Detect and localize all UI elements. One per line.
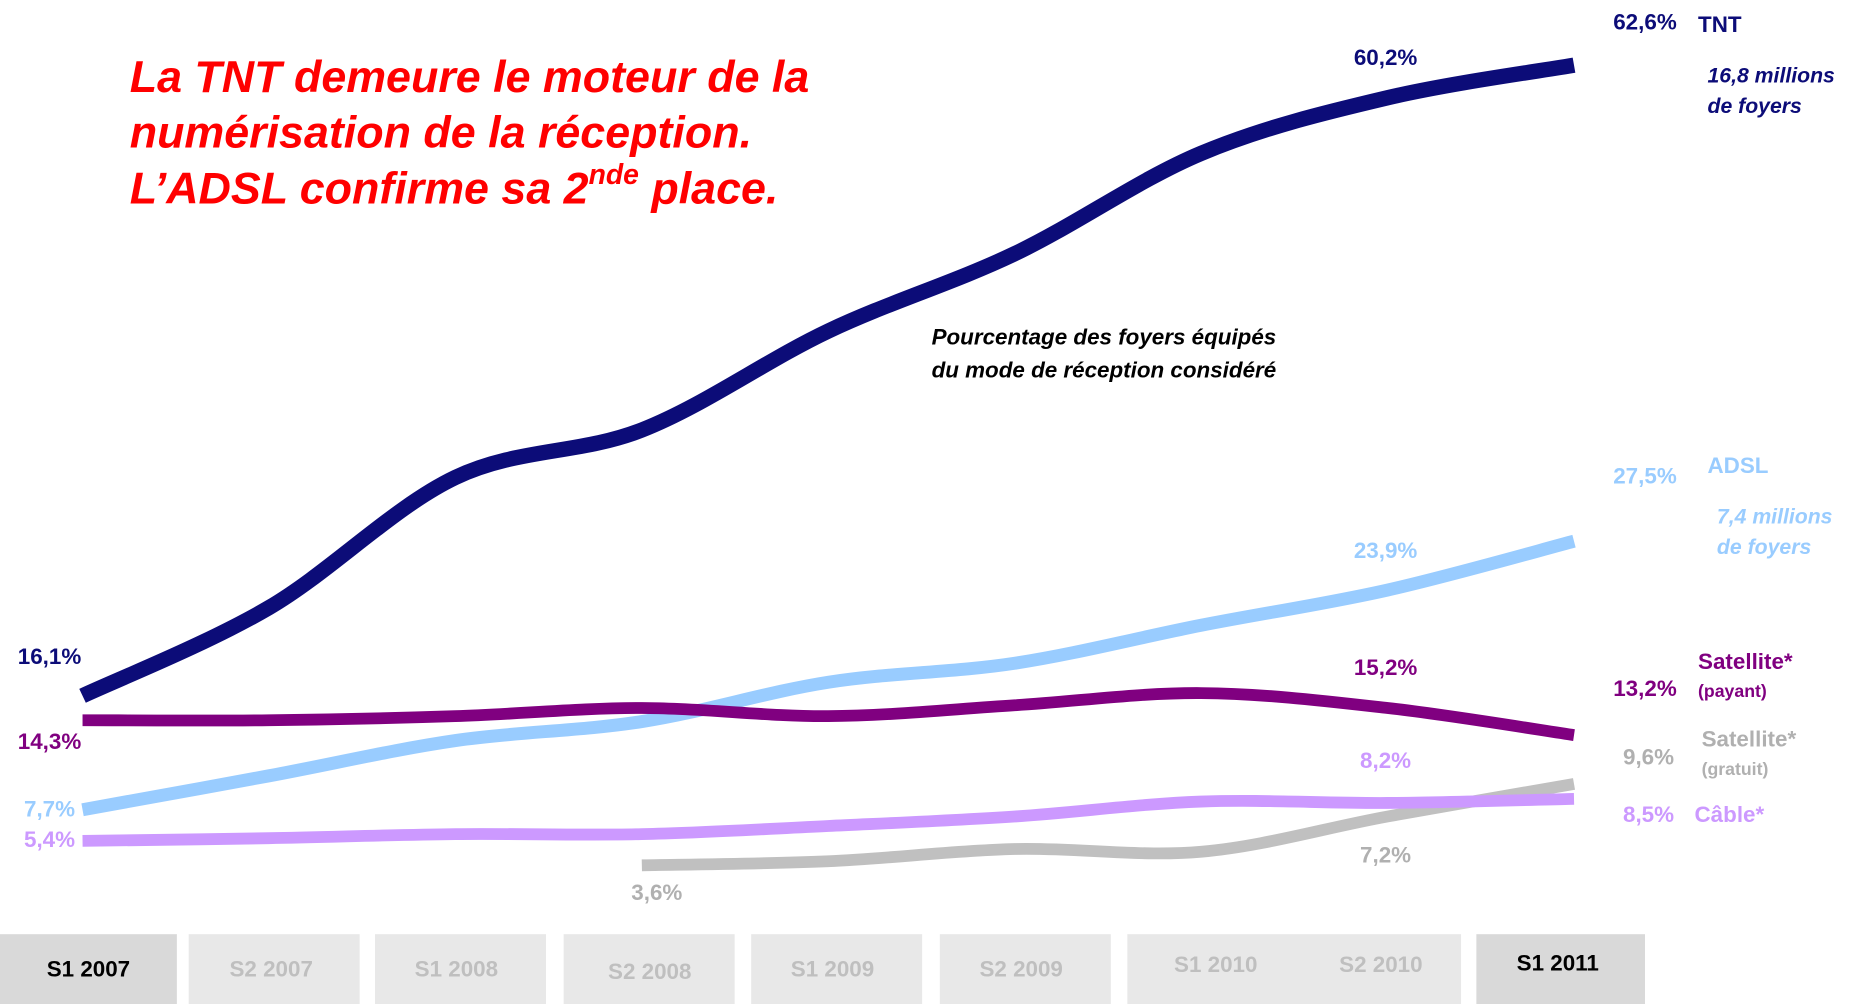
- data-label: 23,9%: [1354, 538, 1418, 563]
- data-label: 3,6%: [631, 880, 682, 905]
- data-label: 14,3%: [18, 729, 82, 754]
- series-line: [82, 687, 1575, 741]
- title-line: La TNT demeure le moteur de la: [130, 52, 810, 102]
- legend-label: Satellite*: [1698, 649, 1793, 674]
- x-tick-label: S2 2010: [1339, 952, 1422, 977]
- legend-note: 16,8 millions: [1707, 65, 1835, 88]
- data-label: 15,2%: [1354, 655, 1418, 680]
- x-tick-label: S1 2007: [47, 957, 130, 982]
- legend-label: TNT: [1698, 12, 1742, 37]
- data-label: 7,7%: [24, 796, 75, 821]
- series-line: [641, 778, 1576, 872]
- subtitle: Pourcentage des foyers équipés: [932, 325, 1277, 350]
- data-label: 9,6%: [1623, 744, 1674, 769]
- data-label: 7,2%: [1360, 842, 1411, 867]
- title-part: place.: [639, 163, 778, 213]
- category-box: [939, 934, 1111, 1004]
- x-tick-label: S1 2011: [1517, 951, 1599, 976]
- data-label: 5,4%: [24, 827, 75, 852]
- category-box: [188, 934, 360, 1004]
- title: La TNT demeure le moteur de la numérisat…: [130, 52, 810, 213]
- data-label: 62,6%: [1613, 10, 1677, 35]
- data-label: 27,5%: [1613, 464, 1677, 489]
- category-box: [751, 934, 923, 1004]
- title-line: numérisation de la réception.: [130, 108, 752, 158]
- category-box: [1476, 934, 1645, 1004]
- legend-note: de foyers: [1707, 95, 1802, 118]
- title-line: L’ADSL confirme sa 2nde place.: [130, 159, 779, 214]
- legend-label: Câble*: [1695, 802, 1765, 827]
- series-line: [82, 792, 1575, 847]
- title-part: L’ADSL confirme sa 2: [130, 163, 589, 213]
- legend-label: ADSL: [1707, 453, 1768, 478]
- subtitle: du mode de réception considéré: [932, 358, 1277, 383]
- x-tick-label: S2 2009: [979, 957, 1062, 982]
- data-label: 60,2%: [1354, 45, 1418, 70]
- series-line: [79, 57, 1576, 703]
- series-line: [81, 534, 1576, 817]
- data-label: 16,1%: [18, 644, 82, 669]
- category-box: [374, 934, 546, 1004]
- title-sup: nde: [589, 159, 639, 191]
- legend-label: Satellite*: [1702, 727, 1797, 752]
- x-tick-label: S2 2008: [608, 959, 691, 984]
- category-box: [563, 934, 735, 1004]
- data-label: 8,2%: [1360, 748, 1411, 773]
- legend-sublabel: (payant): [1698, 681, 1767, 701]
- legend-sublabel: (gratuit): [1702, 759, 1769, 779]
- category-box: [1127, 934, 1462, 1004]
- data-label: 8,5%: [1623, 802, 1674, 827]
- x-tick-label: S2 2007: [230, 957, 313, 982]
- legend-note: 7,4 millions: [1717, 506, 1833, 529]
- x-tick-label: S1 2009: [791, 957, 874, 982]
- data-label: 13,2%: [1613, 676, 1677, 701]
- legend-note: de foyers: [1717, 536, 1812, 559]
- x-tick-label: S1 2010: [1174, 952, 1257, 977]
- category-box: [0, 934, 177, 1004]
- x-tick-label: S1 2008: [415, 957, 498, 982]
